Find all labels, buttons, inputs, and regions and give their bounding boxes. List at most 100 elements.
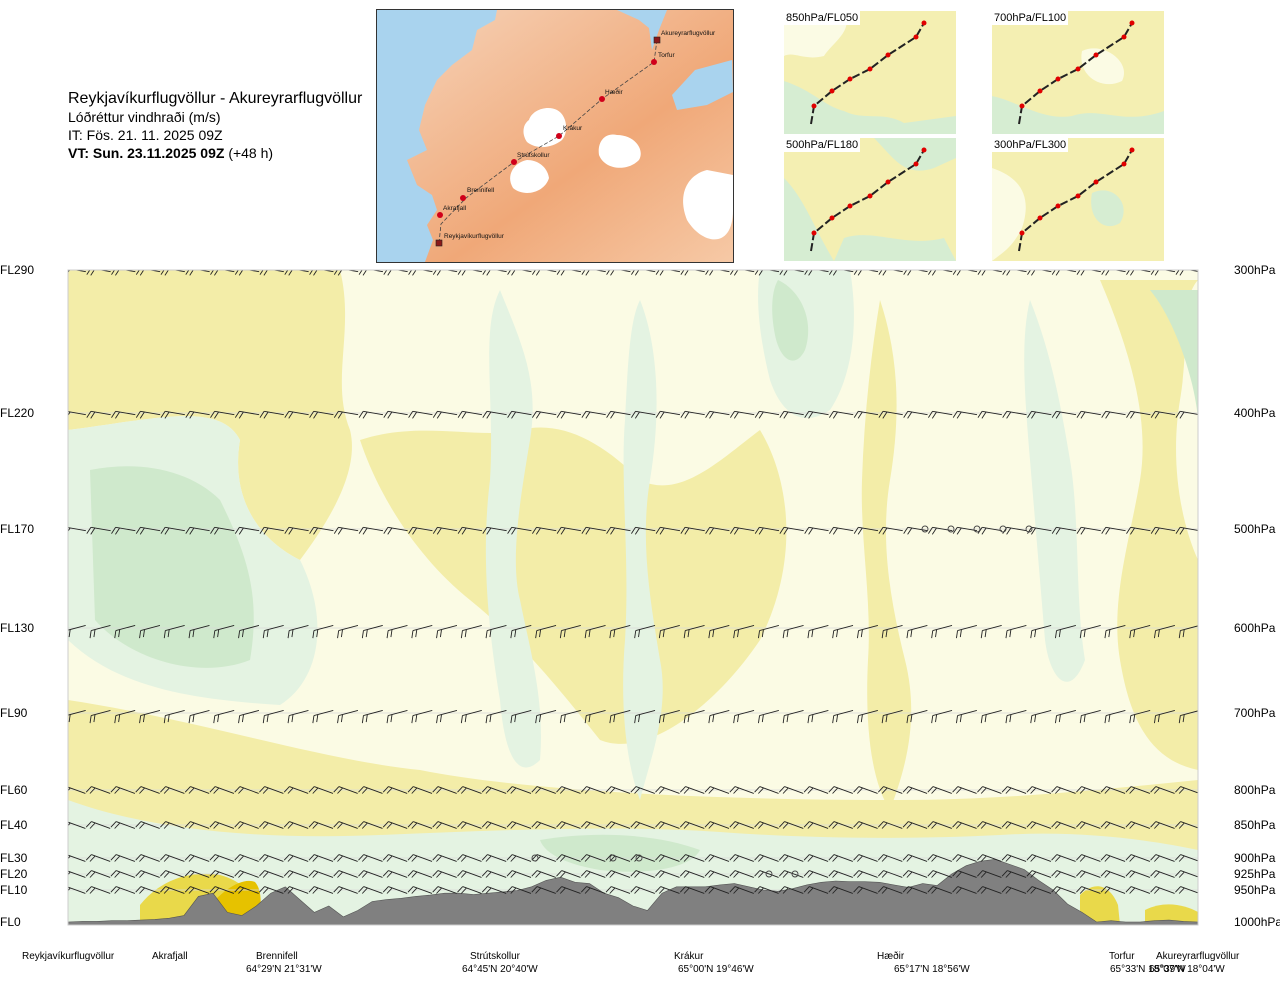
velocity-region-10 xyxy=(1100,280,1198,770)
waypoint-marker-krakur[interactable] xyxy=(556,133,562,139)
barb-feather xyxy=(439,629,442,638)
barb-feather xyxy=(142,629,145,638)
wind-barb xyxy=(482,410,507,419)
barb-staff xyxy=(759,854,779,862)
barb-staff xyxy=(1031,886,1052,894)
barb-feather xyxy=(1051,870,1058,877)
barb-staff xyxy=(883,786,903,794)
wind-barb xyxy=(729,786,754,794)
barb-feather xyxy=(807,787,814,794)
barb-staff xyxy=(487,886,507,894)
wind-barb xyxy=(185,526,210,535)
barb-staff xyxy=(239,410,260,416)
barb-staff xyxy=(91,624,111,632)
waypoint-marker-torfur[interactable] xyxy=(651,59,657,65)
level-map-850[interactable]: 850hPa/FL050 xyxy=(784,11,956,134)
barb-staff xyxy=(190,821,210,829)
barb-staff xyxy=(734,624,755,632)
barb-staff xyxy=(1006,270,1027,273)
wind-barb xyxy=(333,410,359,419)
barb-staff xyxy=(115,270,136,273)
barb-feather xyxy=(733,787,740,794)
wind-barb xyxy=(853,886,878,894)
level-map-700[interactable]: 700hPa/FL100 xyxy=(992,11,1164,134)
barb-feather xyxy=(1154,715,1156,724)
wind-barb xyxy=(312,709,334,724)
barb-staff xyxy=(833,410,854,416)
barb-feather xyxy=(708,822,715,829)
wind-barb xyxy=(1100,870,1126,878)
barb-staff xyxy=(536,624,557,632)
barb-feather xyxy=(1027,411,1033,418)
barb-feather xyxy=(511,411,517,419)
map-label-akureyri: Akureyrarflugvöllur xyxy=(661,30,716,37)
wind-barb xyxy=(481,870,507,878)
waypoint-marker-akureyri[interactable] xyxy=(653,36,661,44)
barb-feather xyxy=(259,870,265,877)
barb-feather xyxy=(729,821,736,828)
barb-feather xyxy=(432,270,438,275)
barb-feather xyxy=(977,854,983,861)
barb-staff xyxy=(883,886,903,894)
level-map-500-route xyxy=(810,149,925,252)
waypoint-marker-akrafjall[interactable] xyxy=(437,212,443,218)
barb-feather xyxy=(1051,854,1058,861)
barb-feather xyxy=(1178,855,1185,862)
barb-feather xyxy=(754,886,761,893)
barb-feather xyxy=(135,527,141,534)
barb-feather xyxy=(705,411,711,418)
barb-feather xyxy=(761,629,764,638)
barb-staff xyxy=(90,270,111,273)
barb-staff xyxy=(165,270,185,273)
wind-barb xyxy=(358,786,383,794)
barb-staff xyxy=(908,886,928,894)
barb-feather xyxy=(139,787,145,794)
barb-feather xyxy=(630,854,637,861)
barb-feather xyxy=(683,887,690,894)
barb-feather xyxy=(1055,787,1061,794)
level-map-500[interactable]: 500hPa/FL180 xyxy=(784,138,956,261)
barb-staff xyxy=(68,854,86,862)
barb-staff xyxy=(784,886,804,894)
waypoint-marker-haedir[interactable] xyxy=(599,96,605,102)
barb-feather xyxy=(337,527,343,535)
barb-feather xyxy=(386,822,393,829)
wind-barb xyxy=(135,854,160,862)
barb-feather xyxy=(563,714,566,723)
map-label-strutskollur: Strútskollur xyxy=(517,152,550,159)
barb-feather xyxy=(906,871,913,878)
wind-barb xyxy=(877,854,903,862)
barb-feather xyxy=(709,411,715,419)
waypoint-marker-strutskollur[interactable] xyxy=(511,159,517,165)
cross-section-chart[interactable]: FL290FL220FL170FL130FL90FL60FL40FL30FL20… xyxy=(0,250,1280,940)
barb-feather xyxy=(659,411,665,419)
barb-feather xyxy=(1104,630,1107,639)
barb-feather xyxy=(531,821,538,828)
barb-feather xyxy=(903,527,909,534)
waypoint-marker-reykjavik[interactable] xyxy=(435,239,443,247)
barb-feather xyxy=(935,714,938,723)
barb-staff xyxy=(908,854,928,862)
level-map-300[interactable]: 300hPa/FL300 xyxy=(992,138,1164,261)
barb-feather xyxy=(1126,411,1132,418)
barb-feather xyxy=(287,715,290,724)
pressure-axis: 300hPa400hPa500hPa600hPa700hPa800hPa850h… xyxy=(1234,263,1280,929)
barb-feather xyxy=(436,715,439,724)
barb-feather xyxy=(382,786,389,793)
barb-staff xyxy=(1130,886,1151,894)
barb-staff xyxy=(1056,624,1076,632)
wind-barb xyxy=(754,870,779,878)
barb-feather xyxy=(605,870,612,877)
barb-staff xyxy=(1155,410,1176,416)
barb-staff xyxy=(1081,821,1101,829)
barb-feather xyxy=(234,886,241,893)
barb-staff xyxy=(338,526,359,532)
barb-staff xyxy=(907,624,928,632)
waypoint-marker-brennifell[interactable] xyxy=(460,195,466,201)
route-map[interactable]: Akureyrarflugvöllur Torfur Hæðir Krákur … xyxy=(376,9,734,263)
barb-feather xyxy=(283,786,290,793)
barb-feather xyxy=(89,822,96,829)
barb-staff xyxy=(1007,821,1027,829)
barb-feather xyxy=(115,411,120,419)
barb-staff xyxy=(660,410,681,416)
